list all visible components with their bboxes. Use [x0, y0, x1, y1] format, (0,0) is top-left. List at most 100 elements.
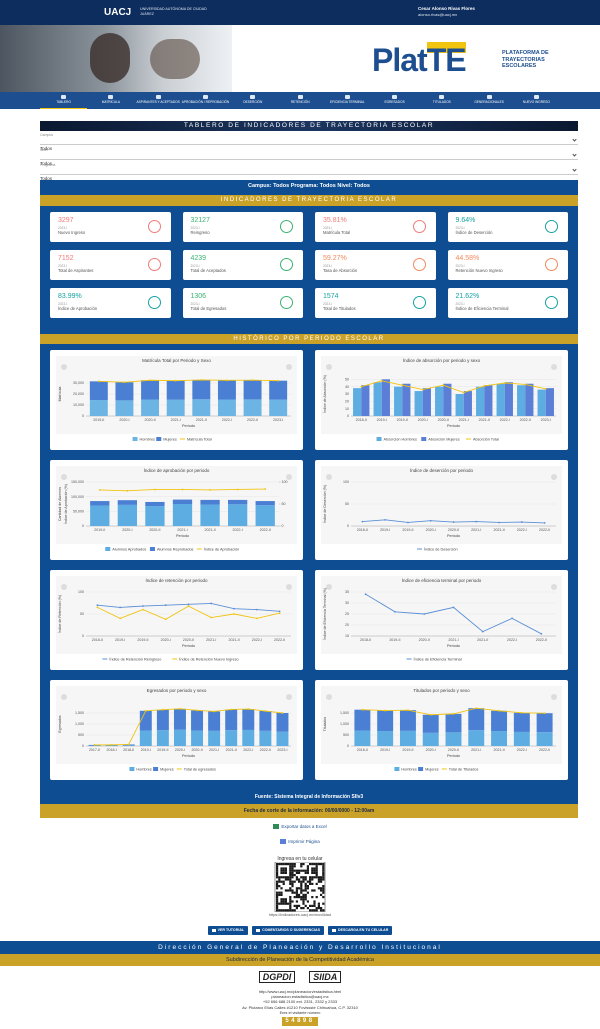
x-tick-label: 2022-I	[252, 638, 262, 642]
legend-label[interactable]: Alumnos Reprobados	[157, 548, 194, 552]
bar	[443, 384, 451, 416]
nav-item[interactable]: DESERCIÓN	[229, 92, 276, 109]
menu-icon[interactable]	[286, 584, 292, 590]
bar	[497, 384, 505, 416]
action-icon	[280, 839, 286, 844]
qr-module	[311, 883, 313, 885]
nav-item[interactable]: RETENCIÓN	[276, 92, 323, 109]
legend-label[interactable]: Total de Titulados	[449, 768, 479, 772]
qr-url[interactable]: https://indicadores.uacj.mx/movilidad	[0, 913, 600, 917]
menu-icon[interactable]	[326, 474, 332, 480]
menu-icon[interactable]	[551, 584, 557, 590]
legend-label[interactable]: Índice de Deserción	[424, 548, 458, 552]
legend-swatch	[156, 437, 161, 441]
chart: Egresados por periodo y sexo05001,0001,5…	[50, 680, 303, 780]
legend-label[interactable]: Mujeres	[160, 768, 174, 772]
qr-module	[276, 881, 278, 883]
action-icon	[273, 824, 279, 829]
legend-label[interactable]: Mujeres	[425, 768, 439, 772]
action-link[interactable]: Exportar datos a Excel	[0, 824, 600, 829]
nav-item[interactable]: ASPIRANTES Y ACEPTADOS	[135, 92, 182, 109]
nav-item[interactable]: EFICIENCIA TERMINAL	[324, 92, 371, 109]
menu-icon[interactable]	[61, 474, 67, 480]
button-text: COMENTARIOS O SUGERENCIAS	[262, 928, 320, 932]
legend-label[interactable]: Hombres	[140, 438, 156, 442]
button[interactable]: VER TUTORIAL	[208, 926, 249, 935]
menu-icon[interactable]	[326, 694, 332, 700]
legend-label[interactable]: Índice de Retención Nuevo Ingreso	[179, 658, 238, 662]
nav-item[interactable]: APROBACIÓN / REPROBACIÓN	[182, 92, 229, 109]
line-point	[384, 710, 386, 712]
qr-module	[276, 903, 278, 905]
menu-icon[interactable]	[61, 694, 67, 700]
filter-select[interactable]: Todos	[40, 152, 578, 160]
nav-item[interactable]: MATRÍCULA	[87, 92, 134, 109]
menu-icon[interactable]	[286, 474, 292, 480]
qr-module	[276, 867, 278, 869]
qr-module	[300, 865, 302, 867]
legend-label[interactable]: Matrícula Total	[187, 438, 212, 442]
bar-segment	[514, 713, 530, 732]
y-tick-label: 100	[78, 590, 84, 594]
menu-icon[interactable]	[61, 364, 67, 370]
menu-icon[interactable]	[551, 694, 557, 700]
menu-icon[interactable]	[551, 364, 557, 370]
menu-icon[interactable]	[61, 584, 67, 590]
button[interactable]: DESCARGA EN TU CELULAR	[328, 926, 392, 935]
qr-module	[283, 903, 285, 905]
x-tick-label: 2018-II	[123, 748, 134, 752]
nav-label: APROBACIÓN / REPROBACIÓN	[182, 100, 229, 104]
nav-item[interactable]: GENERACIONALES	[465, 92, 512, 109]
qr-module	[305, 905, 307, 907]
indicator-card: 32972023-INuevo Ingreso	[50, 212, 171, 242]
card-value: 1306	[191, 293, 207, 300]
legend-label[interactable]: Absorción Hombres	[384, 438, 417, 442]
qr-module	[307, 865, 309, 867]
menu-icon[interactable]	[286, 694, 292, 700]
user-name[interactable]: Cesar Alonso Rivas Flores	[418, 6, 475, 11]
legend-label[interactable]: Índice de Eficiencia Terminal	[414, 658, 462, 662]
menu-icon[interactable]	[326, 364, 332, 370]
action-link[interactable]: Imprimir Página	[0, 839, 600, 844]
menu-icon[interactable]	[286, 364, 292, 370]
nav-item[interactable]: EGRESADOS	[371, 92, 418, 109]
filter-select[interactable]: Todos	[40, 137, 578, 145]
legend-label[interactable]: Índice de Aprobación	[204, 548, 239, 552]
bar-segment	[141, 400, 159, 417]
qr-module	[320, 876, 322, 878]
legend-label[interactable]: Absorción Total	[473, 438, 499, 442]
filter-select[interactable]: Todos	[40, 167, 578, 175]
button[interactable]: COMENTARIOS O SUGERENCIAS	[252, 926, 324, 935]
qr-module	[291, 883, 293, 885]
legend-label[interactable]: Índice de Retención Reingreso	[109, 658, 161, 662]
nav-item[interactable]: TABLERO	[40, 92, 87, 109]
qr-module	[296, 900, 298, 902]
menu-icon[interactable]	[551, 474, 557, 480]
nav-item[interactable]: NUEVO INGRESO	[513, 92, 560, 109]
x-tick-label: 2022-II	[539, 748, 550, 752]
subdirection: Subdirección de Planeación de la Competi…	[0, 954, 600, 966]
action-text: Imprimir Página	[288, 839, 320, 844]
nav-icon	[487, 95, 492, 99]
qr-module	[283, 909, 285, 911]
card-label: Índice de Aprobación	[58, 306, 97, 311]
bar	[402, 384, 410, 416]
qr-module	[313, 867, 315, 869]
y-tick-label: 0	[347, 524, 349, 528]
platte-logo: PlatTE	[372, 42, 466, 79]
y-tick-label: 1,500	[75, 711, 84, 715]
line-point	[188, 603, 190, 605]
bar-segment	[118, 505, 137, 526]
legend-label[interactable]: Alumnos Aprobados	[112, 548, 146, 552]
legend-label[interactable]: Hombres	[401, 768, 417, 772]
legend-label[interactable]: Mujeres	[163, 438, 177, 442]
legend-label[interactable]: Total de egresados	[184, 768, 216, 772]
legend-label[interactable]: Hombres	[136, 768, 152, 772]
bar-segment	[218, 380, 236, 399]
legend-label[interactable]: Absorción Mujeres	[428, 438, 460, 442]
nav-item[interactable]: TITULADOS	[418, 92, 465, 109]
x-tick-label: 2022-I	[517, 748, 527, 752]
line-point	[430, 714, 432, 716]
